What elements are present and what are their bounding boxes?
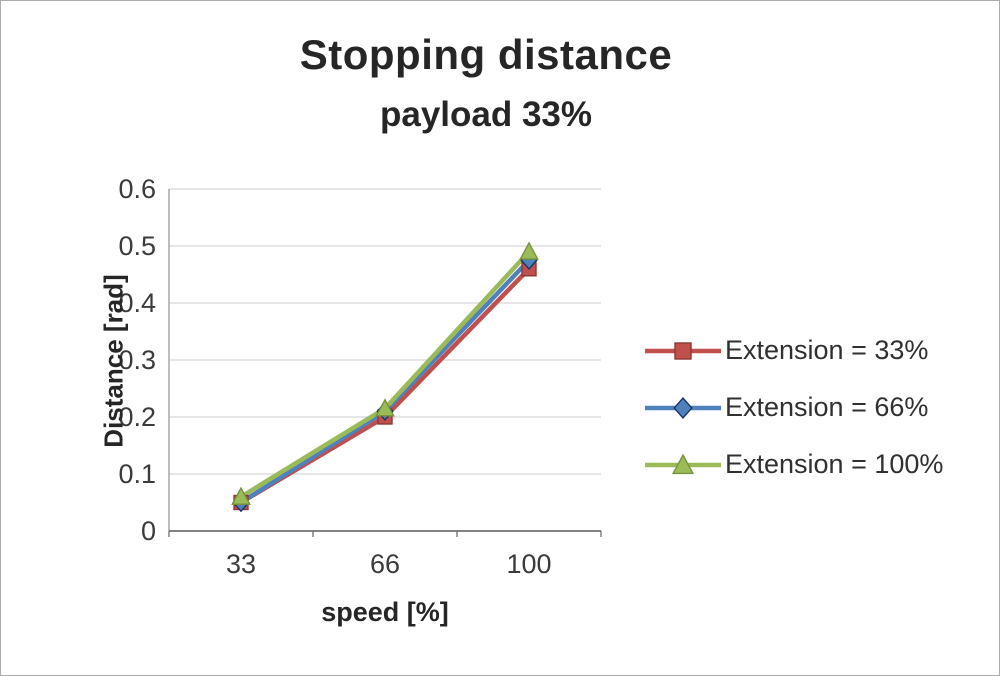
legend-item: Extension = 66% bbox=[643, 392, 943, 423]
x-tick-label: 66 bbox=[370, 549, 400, 579]
legend-triangle-marker bbox=[671, 453, 695, 474]
y-tick-label: 0.3 bbox=[118, 345, 156, 375]
legend-label: Extension = 100% bbox=[725, 449, 944, 479]
chart-subtitle: payload 33% bbox=[379, 95, 593, 134]
legend-sample bbox=[645, 396, 721, 419]
legend-square-marker bbox=[674, 341, 692, 360]
legend-sample bbox=[645, 453, 721, 474]
triangle-marker bbox=[375, 398, 395, 417]
x-tick-label: 33 bbox=[226, 549, 256, 579]
y-tick-label: 0.4 bbox=[118, 288, 156, 318]
x-tick-label: 100 bbox=[506, 549, 551, 579]
chart-title: Stopping distance bbox=[299, 31, 673, 78]
legend-sample bbox=[645, 341, 721, 360]
y-axis-title: Distance [rad] bbox=[98, 274, 129, 448]
legend-label: Extension = 33% bbox=[725, 335, 929, 365]
y-tick-label: 0.2 bbox=[118, 402, 156, 432]
x-axis-title: speed [%] bbox=[321, 597, 449, 627]
legend-item: Extension = 33% bbox=[643, 335, 943, 366]
triangle-marker bbox=[231, 486, 251, 505]
legend-label: Extension = 66% bbox=[725, 392, 929, 422]
y-tick-label: 0.5 bbox=[118, 231, 156, 261]
triangle-marker bbox=[519, 241, 539, 260]
legend-diamond-marker bbox=[673, 396, 693, 419]
y-tick-label: 0.6 bbox=[118, 174, 156, 204]
y-tick-label: 0 bbox=[141, 516, 156, 546]
series-line bbox=[238, 249, 532, 500]
y-tick-label: 0.1 bbox=[118, 459, 156, 489]
legend-item: Extension = 100% bbox=[643, 449, 943, 480]
legend: Extension = 33% Extension = 66% Extension … bbox=[643, 335, 943, 480]
